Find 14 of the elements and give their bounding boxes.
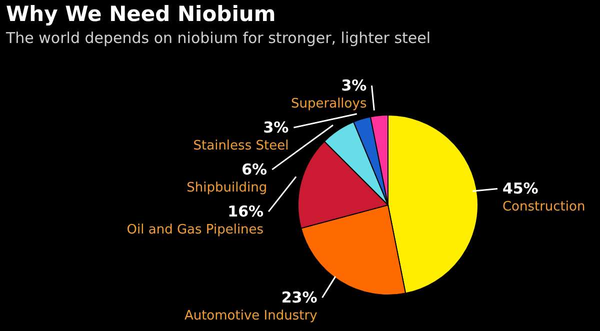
data-label: 6% [242,160,268,179]
slice-label: Construction [502,200,586,215]
slice-label: Shipbuilding [186,180,268,196]
data-label: 16% [228,202,264,221]
chart-title: Why We Need Niobium [6,2,276,26]
slice-label: Oil and Gas Pipelines [126,222,264,238]
data-label: 23% [281,288,318,307]
chart-subtitle: The world depends on niobium for stronger, lighter steel [6,29,431,47]
data-label: 3% [263,118,289,137]
data-label: 45% [502,180,538,198]
slice-label: Superalloys [291,96,367,112]
slice-label: Stainless Steel [193,138,289,154]
data-label: 3% [341,76,367,95]
slice-label: Automotive Industry [184,308,318,324]
